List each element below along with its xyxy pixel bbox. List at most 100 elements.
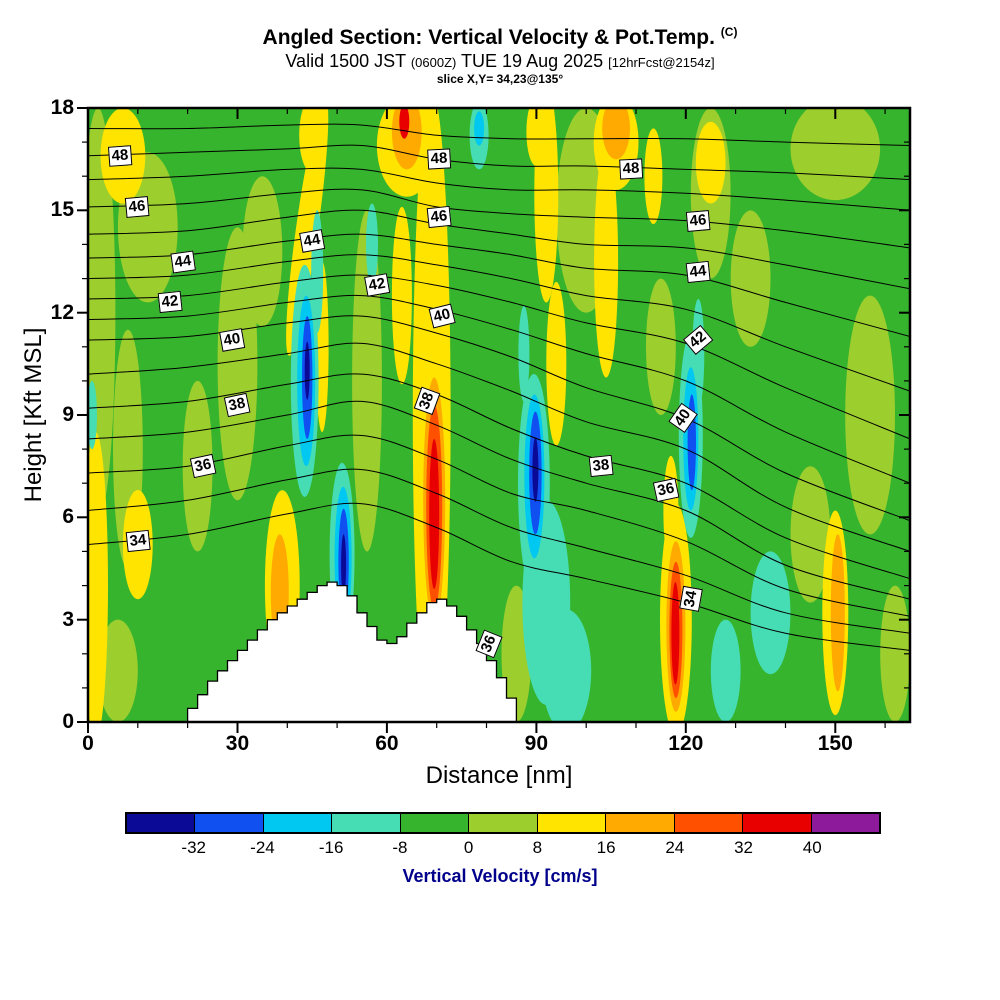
contour-label: 38 [588, 455, 614, 478]
vv-region-y [695, 121, 726, 204]
vv-region-yg [845, 295, 895, 535]
y-tick-label: 15 [50, 198, 74, 222]
isentrope-44 [88, 233, 910, 337]
vv-region-yg [730, 210, 771, 347]
vv-region-t [88, 380, 97, 450]
vv-region-r [399, 108, 410, 139]
colorbar-tick-label: 32 [734, 838, 753, 857]
colorbar-tick-label: -8 [392, 838, 408, 857]
contour-label: 48 [427, 148, 452, 170]
colorbar-segment [195, 814, 264, 832]
vv-region-y [644, 128, 663, 224]
vv-region-y [526, 108, 547, 166]
colorbar-tick-label: 8 [532, 838, 543, 857]
plot-frame [86, 106, 912, 724]
vv-region-t [750, 551, 791, 675]
x-tick-label: 60 [375, 732, 399, 755]
colorbar-tick-label: -24 [250, 838, 275, 857]
vv-region-yg [98, 619, 138, 722]
vv-region-y [88, 432, 108, 722]
contour-label: 48 [619, 158, 643, 180]
y-tick-label: 0 [62, 710, 74, 733]
y-axis-title: Height [Kft MSL] [20, 327, 47, 503]
vv-region-nb [341, 534, 347, 596]
colorbar-title: Vertical Velocity [cm/s] [402, 866, 598, 886]
vv-region-nb [532, 437, 539, 502]
contour-label: 46 [426, 206, 452, 229]
slice-info: slice X,Y= 34,23@135° [436, 71, 564, 86]
vv-region-y [594, 145, 619, 378]
colorbar-tick-label: -32 [181, 838, 207, 857]
isentrope-43 [88, 254, 910, 392]
y-tick-label: 12 [50, 300, 74, 324]
valid-time: Valid 1500 JST [285, 51, 406, 72]
x-tick-label: 120 [668, 732, 704, 755]
valid-time-utc: (0600Z) [410, 55, 457, 71]
isentrope-39 [88, 342, 910, 552]
valid-date: TUE 19 Aug 2025 [461, 51, 604, 72]
x-tick-label: 0 [82, 732, 94, 755]
contour-label: 44 [299, 229, 326, 253]
y-tick-label: 18 [50, 96, 74, 119]
isentrope-34 [88, 502, 910, 651]
isentrope-42 [88, 274, 910, 440]
contour-label: 46 [686, 209, 711, 232]
header: Angled Section: Vertical Velocity & Pot.… [0, 25, 1000, 87]
isentrope-37 [88, 400, 910, 600]
chart-title-text: Angled Section: Vertical Velocity & Pot.… [262, 26, 715, 49]
vv-region-y [391, 206, 412, 385]
vv-region-c [474, 111, 485, 146]
contour-label: 34 [678, 586, 703, 613]
isentrope-35 [88, 468, 910, 634]
colorbar-segment [537, 814, 607, 832]
colorbar-segment [332, 814, 401, 832]
vv-region-t [366, 203, 378, 286]
y-tick-label: 6 [62, 505, 74, 529]
isentrope-41 [88, 294, 910, 484]
colorbar-segment [127, 814, 196, 832]
x-tick-label: 150 [817, 732, 853, 755]
y-tick-label: 3 [62, 607, 74, 631]
isentrope-47 [88, 167, 910, 211]
isentrope-45 [88, 209, 910, 290]
colorbar-tick-label: 40 [802, 838, 822, 857]
colorbar-tick-label: 24 [665, 838, 685, 857]
contour-label: 42 [157, 291, 183, 314]
isentrope-46 [88, 188, 910, 249]
isentrope-38 [88, 373, 910, 580]
vv-region-y [546, 281, 567, 446]
vv-region-r [429, 438, 440, 589]
colorbar-segment [674, 814, 744, 832]
plot-area: 48 46 44 42 40 38 36 34 44 42 40 38 48 46 48 46 44 42 40 38… [51, 96, 912, 755]
colorbar-tick-label: 16 [596, 838, 616, 857]
colorbar-tick-label: 0 [463, 838, 474, 857]
vv-region-r [671, 582, 680, 685]
vv-region-yg [646, 278, 676, 415]
colorbar-segment [811, 814, 879, 832]
vv-region-o [830, 534, 845, 692]
contour-label: 44 [685, 260, 711, 283]
colorbar-segment [400, 814, 470, 832]
vv-region-t [541, 609, 592, 722]
chart-title-unit: (C) [720, 25, 738, 39]
chart-title: Angled Section: Vertical Velocity & Pot.… [0, 25, 1000, 50]
vv-region-yg [790, 466, 831, 603]
colorbar-labels: -32 -24 -16 -8 0 8 16 24 32 40 [125, 838, 881, 858]
contour-label: 34 [125, 530, 151, 553]
colorbar-segment [743, 814, 812, 832]
colorbar-tick-label: -16 [318, 838, 344, 857]
contour-label: 44 [170, 250, 196, 273]
contour-label: 46 [124, 195, 149, 218]
vv-region-o [602, 108, 630, 160]
isentrope-49 [88, 123, 910, 146]
vv-region-t [518, 305, 530, 402]
vv-region-nb [304, 341, 310, 400]
forecast-tag: [12hrFcst@2154z] [608, 55, 715, 71]
contour-label: 40 [219, 328, 246, 352]
colorbar-segment [263, 814, 333, 832]
colorbar [125, 812, 881, 834]
x-tick-label: 30 [225, 732, 250, 755]
x-tick-label: 90 [524, 732, 549, 755]
vv-region-t [710, 619, 741, 722]
